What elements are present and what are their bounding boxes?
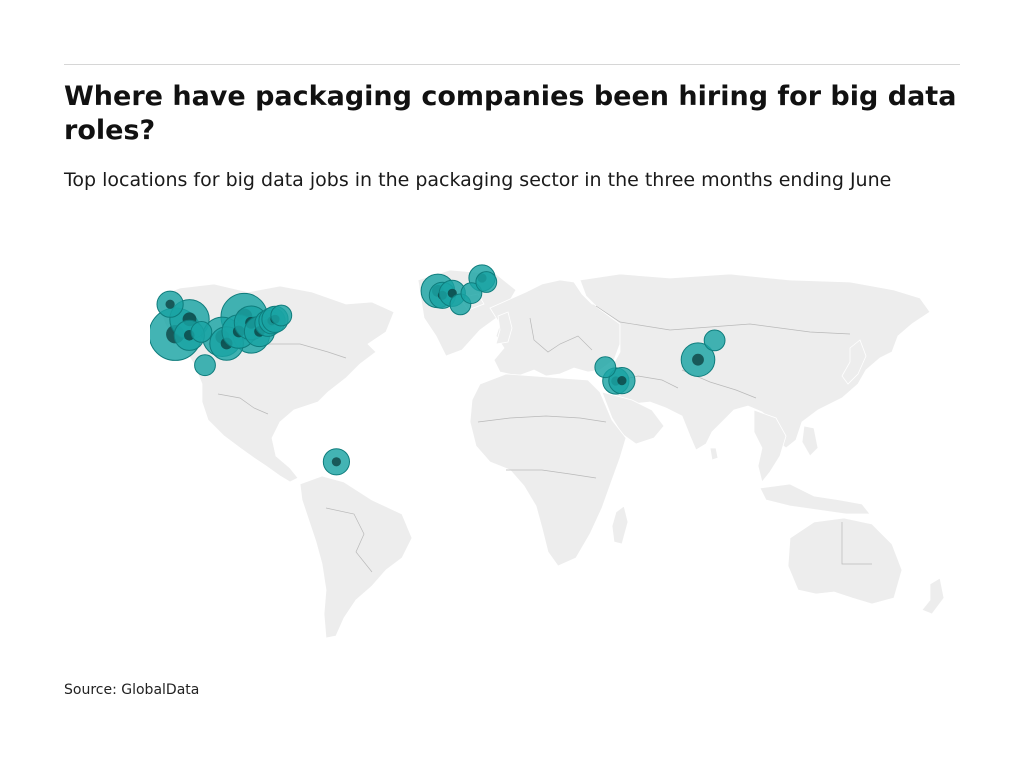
- land-africa: [469, 373, 627, 567]
- land-indonesia: [759, 483, 871, 515]
- land-layer: [157, 269, 945, 639]
- border-brazil: [325, 507, 373, 573]
- land-philippines: [801, 425, 819, 457]
- border-europe: [529, 317, 593, 353]
- top-rule: [64, 64, 960, 65]
- location-bubble: [460, 282, 483, 304]
- land-europe: [489, 279, 621, 377]
- location-bubble: [270, 304, 293, 327]
- location-bubble: [190, 321, 213, 343]
- location-bubble: [703, 329, 726, 352]
- border-australia: [841, 522, 872, 565]
- location-bubble-core: [692, 353, 704, 366]
- land-arabia: [601, 391, 665, 445]
- chart-subtitle: Top locations for big data jobs in the p…: [64, 169, 892, 191]
- land-indochina: [753, 409, 787, 483]
- bubble-layer: [150, 264, 726, 476]
- chart-title: Where have packaging companies been hiri…: [64, 81, 957, 146]
- location-bubble-core: [617, 376, 627, 386]
- source-note: Source: GlobalData: [64, 682, 200, 698]
- location-bubble: [475, 271, 498, 293]
- location-bubble: [194, 354, 216, 377]
- land-japan: [841, 339, 867, 385]
- border-russia: [595, 305, 851, 335]
- land-south-america: [299, 475, 413, 639]
- world-map: [150, 264, 945, 639]
- border-africa-north: [477, 415, 607, 423]
- location-bubble-core: [165, 299, 175, 309]
- land-sri-lanka: [709, 447, 719, 461]
- location-bubble-core: [331, 457, 341, 467]
- land-uk: [495, 311, 513, 345]
- border-africa-central: [506, 469, 597, 479]
- location-bubble: [594, 356, 617, 379]
- land-australia: [787, 517, 903, 605]
- land-madagascar: [611, 505, 629, 545]
- border-us-mexico: [217, 393, 269, 415]
- land-new-zealand: [921, 577, 945, 615]
